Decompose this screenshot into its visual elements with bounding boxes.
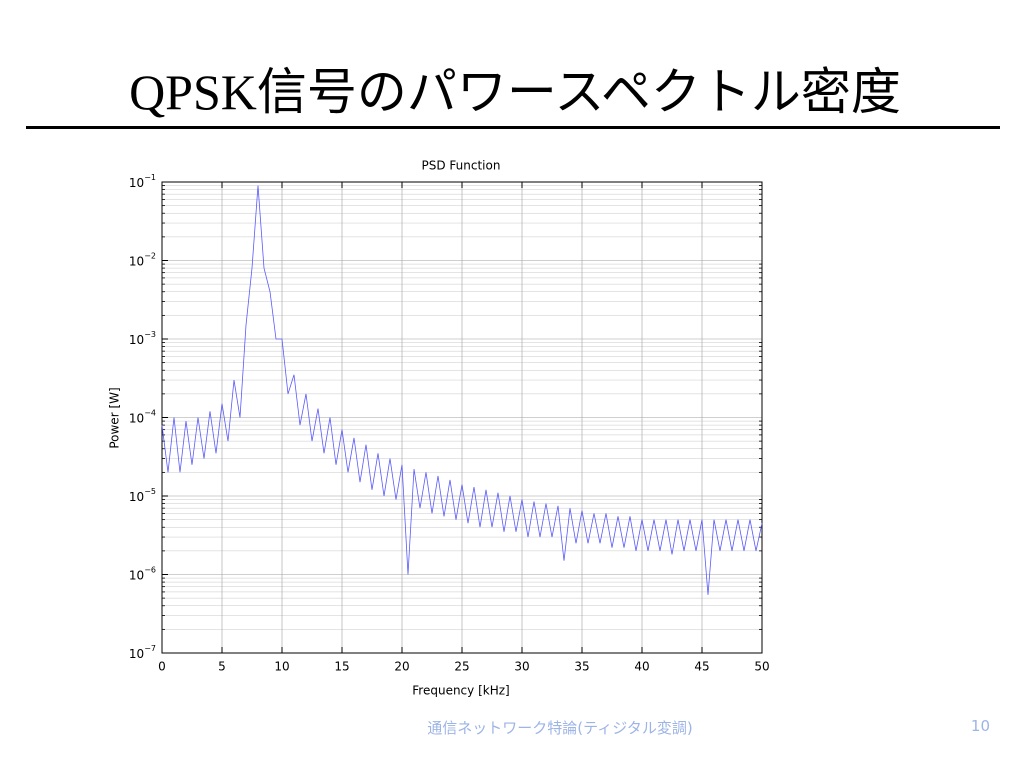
y-tick-label: 10−4 xyxy=(129,409,156,426)
y-tick-base: 10 xyxy=(129,333,144,347)
chart-title: PSD Function xyxy=(422,159,501,173)
y-tick-label: 10−7 xyxy=(129,644,156,661)
x-tick-label: 5 xyxy=(218,660,226,674)
page-number: 10 xyxy=(970,717,990,735)
y-tick-exponent: −1 xyxy=(144,173,156,182)
psd-line xyxy=(161,185,763,595)
y-tick-exponent: −2 xyxy=(144,252,156,261)
y-tick-base: 10 xyxy=(129,490,144,504)
slide-footer: 通信ネットワーク特論(ティジタル変調) xyxy=(427,719,693,737)
y-tick-label: 10−5 xyxy=(129,487,156,504)
x-tick-label: 40 xyxy=(634,660,649,674)
x-tick-label: 10 xyxy=(274,660,289,674)
y-tick-base: 10 xyxy=(129,569,144,583)
title-underline xyxy=(26,126,1000,129)
x-tick-label: 20 xyxy=(394,660,409,674)
y-tick-base: 10 xyxy=(129,255,144,269)
y-tick-exponent: −5 xyxy=(144,487,156,496)
y-axis-label: Power [W] xyxy=(108,387,122,448)
y-tick-exponent: −4 xyxy=(144,409,156,418)
plot-frame xyxy=(161,181,763,654)
x-tick-label: 15 xyxy=(334,660,349,674)
y-tick-exponent: −7 xyxy=(144,644,156,653)
y-tick-label: 10−6 xyxy=(129,566,156,583)
x-tick-label: 30 xyxy=(514,660,529,674)
y-tick-label: 10−3 xyxy=(129,330,156,347)
y-tick-label: 10−1 xyxy=(129,173,156,190)
x-tick-label: 0 xyxy=(158,660,166,674)
y-tick-label: 10−2 xyxy=(129,252,156,269)
x-tick-label: 25 xyxy=(454,660,469,674)
x-tick-label: 50 xyxy=(754,660,769,674)
x-axis-label: Frequency [kHz] xyxy=(412,684,509,698)
y-tick-base: 10 xyxy=(129,176,144,190)
y-tick-base: 10 xyxy=(129,412,144,426)
y-tick-exponent: −6 xyxy=(144,566,156,575)
y-tick-base: 10 xyxy=(129,647,144,661)
y-tick-exponent: −3 xyxy=(144,330,156,339)
x-tick-label: 35 xyxy=(574,660,589,674)
x-tick-label: 45 xyxy=(694,660,709,674)
slide-title: QPSK信号のパワースペクトル密度 xyxy=(129,64,901,120)
